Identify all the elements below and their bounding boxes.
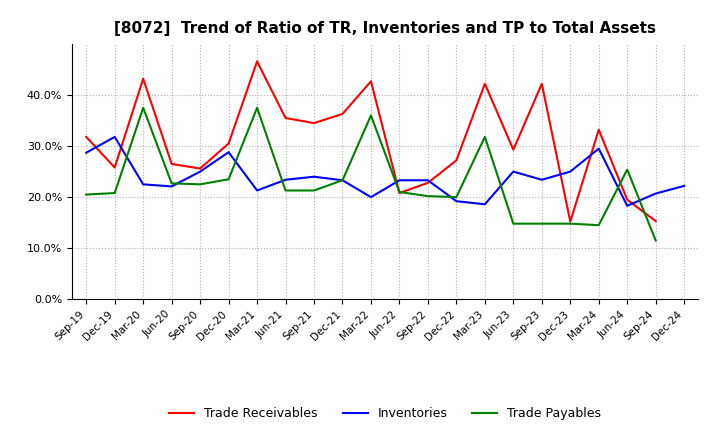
Trade Receivables (623, 197, 631, 202)
Trade Payables (338, 178, 347, 183)
Trade Receivables (566, 219, 575, 224)
Inventories (566, 169, 575, 174)
Inventories (196, 169, 204, 174)
Inventories (509, 169, 518, 174)
Trade Payables (452, 194, 461, 200)
Trade Payables (282, 188, 290, 193)
Trade Receivables (253, 59, 261, 64)
Inventories (366, 194, 375, 200)
Trade Payables (566, 221, 575, 226)
Inventories (139, 182, 148, 187)
Trade Payables (82, 192, 91, 197)
Trade Payables (253, 105, 261, 110)
Inventories (537, 177, 546, 183)
Trade Receivables (225, 141, 233, 146)
Inventories (253, 188, 261, 193)
Trade Payables (225, 176, 233, 182)
Inventories (110, 134, 119, 139)
Inventories (395, 178, 404, 183)
Inventories (623, 203, 631, 209)
Inventories (225, 150, 233, 155)
Trade Receivables (480, 81, 489, 86)
Trade Payables (167, 181, 176, 186)
Trade Receivables (338, 111, 347, 117)
Inventories (82, 150, 91, 155)
Inventories (652, 191, 660, 196)
Trade Payables (139, 105, 148, 110)
Trade Receivables (282, 115, 290, 121)
Trade Payables (110, 191, 119, 196)
Trade Receivables (366, 79, 375, 84)
Trade Payables (480, 134, 489, 139)
Inventories (680, 183, 688, 188)
Inventories (452, 198, 461, 204)
Trade Receivables (423, 180, 432, 186)
Inventories (423, 178, 432, 183)
Trade Payables (652, 238, 660, 243)
Trade Payables (595, 223, 603, 228)
Trade Receivables (196, 166, 204, 171)
Trade Receivables (452, 158, 461, 163)
Trade Payables (623, 167, 631, 172)
Trade Payables (509, 221, 518, 226)
Line: Trade Receivables: Trade Receivables (86, 61, 656, 222)
Trade Payables (423, 194, 432, 199)
Inventories (480, 202, 489, 207)
Trade Receivables (652, 219, 660, 224)
Trade Payables (395, 189, 404, 194)
Legend: Trade Receivables, Inventories, Trade Payables: Trade Receivables, Inventories, Trade Pa… (164, 403, 606, 425)
Trade Receivables (167, 161, 176, 167)
Trade Receivables (595, 127, 603, 132)
Trade Payables (196, 182, 204, 187)
Inventories (595, 146, 603, 151)
Trade Receivables (537, 81, 546, 86)
Inventories (338, 178, 347, 183)
Line: Inventories: Inventories (86, 137, 684, 206)
Trade Payables (537, 221, 546, 226)
Trade Payables (366, 113, 375, 118)
Trade Receivables (139, 76, 148, 81)
Trade Payables (310, 188, 318, 193)
Line: Trade Payables: Trade Payables (86, 108, 656, 241)
Trade Receivables (82, 134, 91, 139)
Inventories (282, 177, 290, 183)
Trade Receivables (110, 165, 119, 170)
Title: [8072]  Trend of Ratio of TR, Inventories and TP to Total Assets: [8072] Trend of Ratio of TR, Inventories… (114, 21, 656, 36)
Trade Receivables (310, 121, 318, 126)
Trade Receivables (395, 191, 404, 196)
Inventories (167, 184, 176, 189)
Trade Receivables (509, 147, 518, 152)
Inventories (310, 174, 318, 180)
